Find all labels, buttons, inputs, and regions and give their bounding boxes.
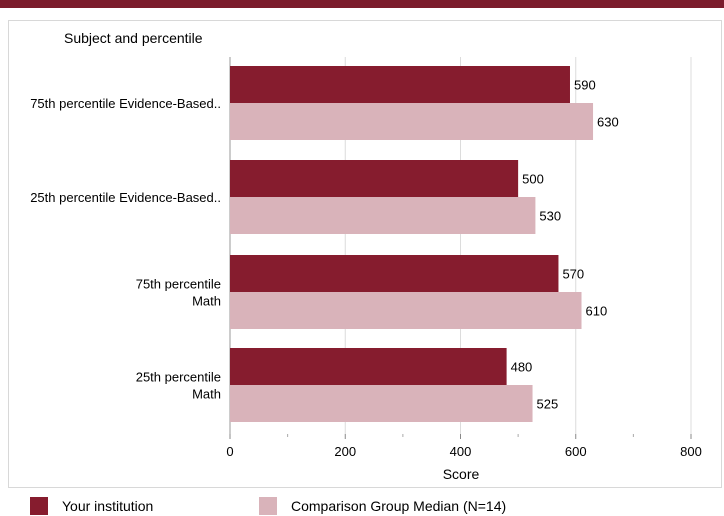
x-axis-title: Score <box>443 466 480 482</box>
data-label: 630 <box>597 115 619 130</box>
data-label: 525 <box>537 397 559 412</box>
data-label: 500 <box>522 172 544 187</box>
legend-swatch-institution <box>30 497 48 515</box>
x-tick-label: 400 <box>450 444 472 459</box>
category-label: Math <box>192 387 221 402</box>
x-tick-labels: 0 200 400 600 800 <box>226 444 701 459</box>
bar-chart: Subject and percentile 590 500 570 480 630 53… <box>30 30 702 482</box>
data-label: 530 <box>539 209 561 224</box>
legend-item-institution: Your institution <box>30 497 153 515</box>
legend-label-institution: Your institution <box>62 498 154 514</box>
category-label: 75th percentile Evidence-Based.. <box>30 96 221 111</box>
bar-comparison <box>230 292 582 329</box>
y-axis-title: Subject and percentile <box>64 30 203 46</box>
category-label: Math <box>192 294 221 309</box>
x-tick-label: 600 <box>565 444 587 459</box>
bar-institution <box>230 66 570 103</box>
category-labels: 75th percentile Evidence-Based.. 25th per… <box>30 96 221 402</box>
x-tick-label: 0 <box>226 444 233 459</box>
data-label: 590 <box>574 78 596 93</box>
bar-institution <box>230 160 519 197</box>
legend: Your institution Comparison Group Median… <box>0 490 724 516</box>
bar-institution <box>230 255 559 292</box>
bar-comparison <box>230 197 536 234</box>
bar-comparison <box>230 385 533 422</box>
legend-label-comparison: Comparison Group Median (N=14) <box>291 498 507 514</box>
category-label: 75th percentile <box>136 277 221 292</box>
bar-institution <box>230 348 507 385</box>
bar-comparison <box>230 103 594 140</box>
legend-swatch-comparison <box>259 497 277 515</box>
bars <box>230 66 594 422</box>
category-label: 25th percentile <box>136 370 221 385</box>
category-label: 25th percentile Evidence-Based.. <box>30 190 221 205</box>
header-accent-bar <box>0 0 724 8</box>
legend-item-comparison: Comparison Group Median (N=14) <box>259 497 506 515</box>
data-label: 610 <box>586 304 608 319</box>
x-tick-label: 200 <box>334 444 356 459</box>
data-label: 480 <box>511 360 533 375</box>
data-labels: 590 500 570 480 630 530 610 525 <box>511 78 619 412</box>
x-tick-label: 800 <box>680 444 702 459</box>
data-label: 570 <box>562 267 584 282</box>
